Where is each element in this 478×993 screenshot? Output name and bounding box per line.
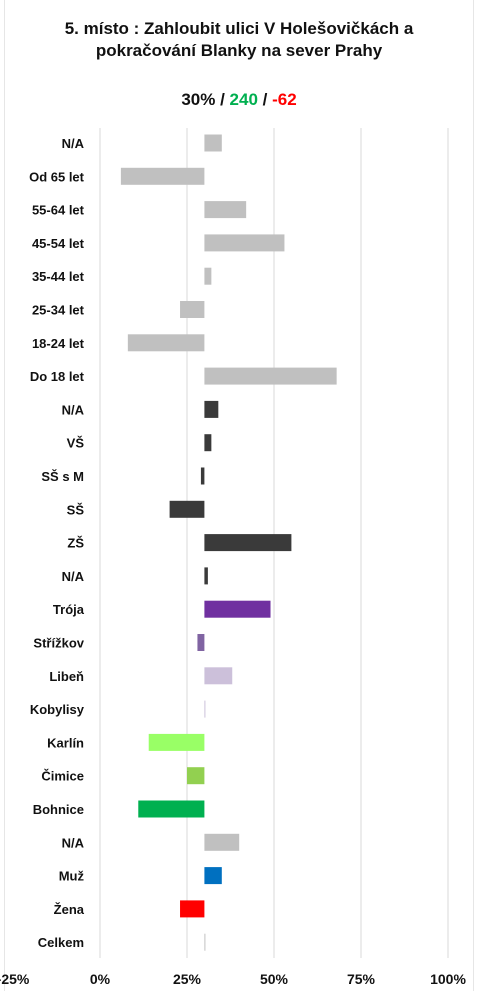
x-tick-label: -25% [0, 971, 30, 987]
x-tick-labels: -25% 0% 25% 50% 75% 100% [0, 971, 466, 987]
category-label: N/A [62, 402, 85, 417]
category-label: Žena [54, 902, 85, 917]
category-label: Bohnice [33, 802, 84, 817]
bar [204, 600, 271, 618]
bar [197, 634, 205, 651]
bar [204, 567, 208, 585]
category-label: N/A [62, 835, 85, 850]
category-label: SŠ s M [41, 469, 84, 484]
stat-separator-1: / [215, 90, 230, 109]
bar [204, 534, 292, 552]
bar [169, 500, 205, 518]
bar [127, 334, 205, 352]
gridlines [99, 128, 449, 958]
category-label: Kobylisy [30, 702, 85, 717]
category-label: Celkem [38, 935, 84, 950]
category-label: 18-24 let [32, 336, 85, 351]
category-label: 55-64 let [32, 203, 85, 218]
stat-positive: 240 [229, 90, 258, 109]
category-label: Od 65 let [29, 169, 85, 184]
category-label: ZŠ [67, 536, 84, 551]
bar [204, 933, 206, 951]
bar [187, 767, 205, 785]
category-label: Čimice [41, 769, 84, 784]
category-label: SŠ [67, 502, 85, 517]
category-label: Muž [59, 869, 85, 884]
x-tick-label: 0% [90, 971, 111, 987]
x-tick-label: 50% [260, 971, 289, 987]
bar [204, 201, 247, 219]
category-label: 45-54 let [32, 236, 85, 251]
bar [204, 434, 212, 452]
x-tick-label: 75% [347, 971, 376, 987]
category-label: Trója [53, 602, 85, 617]
stat-separator-2: / [257, 90, 273, 109]
bar [120, 167, 205, 185]
category-labels: N/A Od 65 let 55-64 let 45-54 let 35-44 let 2… [29, 136, 85, 950]
bar [204, 234, 285, 252]
bar [204, 400, 219, 418]
x-tick-label: 25% [173, 971, 202, 987]
category-label: VŠ [67, 436, 85, 451]
chart-title-line2: pokračování Blanky na sever Prahy [95, 41, 383, 60]
chart-title-line1: 5. místo : Zahloubit ulici V Holešovičká… [64, 19, 414, 38]
category-label: N/A [62, 136, 85, 151]
bar [200, 467, 205, 485]
category-label: 35-44 let [32, 269, 85, 284]
bar [204, 833, 240, 851]
bar [180, 900, 205, 918]
stat-percent: 30% [181, 90, 216, 109]
category-label: Střížkov [33, 636, 84, 651]
bar [204, 700, 206, 718]
category-label: Karlín [47, 735, 84, 750]
chart-frame [4, 0, 474, 991]
category-label: Libeň [49, 669, 84, 684]
bar [180, 301, 205, 318]
category-label: Do 18 let [30, 369, 85, 384]
bar [138, 800, 205, 818]
x-tick-label: 100% [430, 971, 466, 987]
stat-negative: -62 [272, 90, 297, 109]
category-label: 25-34 let [32, 303, 85, 318]
bar [204, 367, 337, 385]
chart-title: 5. místo : Zahloubit ulici V Holešovičká… [0, 18, 478, 62]
bar [204, 867, 222, 885]
bar [204, 134, 222, 152]
bar [204, 667, 233, 685]
bar [204, 267, 212, 285]
bar [148, 733, 205, 751]
chart-subtitle: 30% / 240 / -62 [0, 90, 478, 110]
bars [120, 134, 337, 951]
category-label: N/A [62, 569, 85, 584]
